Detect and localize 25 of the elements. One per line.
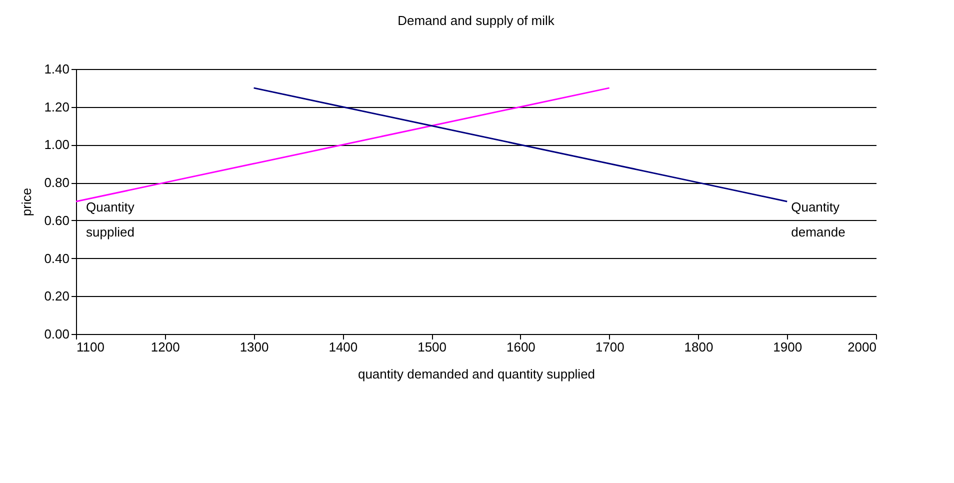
x-tick-label: 1800 [684,340,714,354]
series-label: Quantity demande [791,200,846,240]
x-tick-label: 1900 [773,340,802,354]
x-tick-label: 1200 [150,340,180,354]
y-tick-label: 0.80 [44,175,70,190]
x-axis-title: quantity demanded and quantity supplied [358,366,596,382]
y-tick-label: 0.60 [44,212,70,228]
series-label: Quantity supplied [86,200,135,240]
x-tick-label: 1400 [328,340,358,354]
x-tick-label: 1100 [76,340,104,354]
y-tick-label: 0.00 [44,326,70,342]
x-tick-label: 1300 [240,340,269,354]
y-tick-label: 1.40 [44,62,70,76]
y-tick-label: 1.20 [44,99,70,114]
line-series [75,87,610,202]
x-tick-label: 1500 [418,340,447,354]
x-tick-label: 2000 [848,340,876,354]
line-series [253,87,788,202]
y-tick-label: 0.40 [44,250,70,266]
chart-title: Demand and supply of milk [398,13,555,28]
y-axis-title: price [19,188,34,216]
y-tick-label: 0.20 [44,288,70,304]
y-tick-label: 1.00 [44,137,70,152]
x-tick-label: 1700 [595,340,624,354]
x-tick-label: 1600 [506,340,536,354]
